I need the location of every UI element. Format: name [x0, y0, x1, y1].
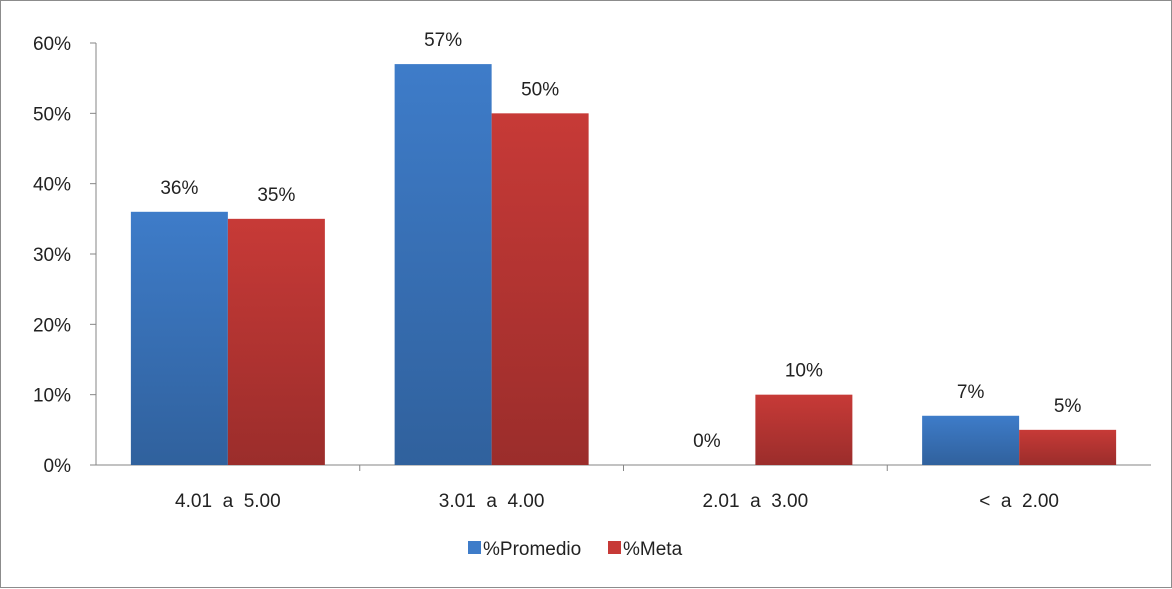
bar-promedio	[130, 211, 228, 465]
bar-promedio	[922, 415, 1020, 465]
bar-meta	[227, 218, 325, 465]
bar-meta	[491, 113, 589, 465]
data-label: 50%	[521, 79, 559, 100]
y-tick-label: 40%	[33, 175, 71, 196]
x-tick-label: 3.01 a 4.00	[439, 491, 545, 512]
data-label: 57%	[424, 30, 462, 51]
x-tick-label: 4.01 a 5.00	[175, 491, 281, 512]
axis-layer: 0% 10% 20% 30% 40% 50% 60% 4.01 a 5.00 3.01 a 4.…	[33, 34, 1151, 512]
data-label: 35%	[257, 185, 295, 206]
y-tick-label: 20%	[33, 315, 71, 336]
data-label: 0%	[693, 431, 721, 452]
data-label: 10%	[785, 361, 823, 382]
y-tick-label: 0%	[44, 456, 72, 477]
y-tick-label: 30%	[33, 245, 71, 266]
y-tick-label: 60%	[33, 34, 71, 55]
bar-layer	[130, 64, 1117, 465]
legend-label: %Promedio	[483, 539, 581, 560]
legend-swatch	[608, 541, 621, 554]
y-tick-label: 10%	[33, 386, 71, 407]
data-label: 7%	[957, 382, 985, 403]
y-tick-label: 50%	[33, 104, 71, 125]
bar-promedio	[394, 64, 492, 465]
data-label: 36%	[160, 178, 198, 199]
label-layer: 36% 35% 57% 50% 0% 10% 7% 5%	[160, 30, 1081, 452]
bar-meta	[1019, 429, 1117, 465]
data-label: 5%	[1054, 396, 1082, 417]
legend-swatch	[468, 541, 481, 554]
legend-label: %Meta	[623, 539, 683, 560]
bar-meta	[755, 394, 853, 465]
x-tick-label: < a 2.00	[979, 491, 1059, 512]
legend: %Promedio %Meta	[468, 539, 683, 560]
x-tick-label: 2.01 a 3.00	[703, 491, 809, 512]
